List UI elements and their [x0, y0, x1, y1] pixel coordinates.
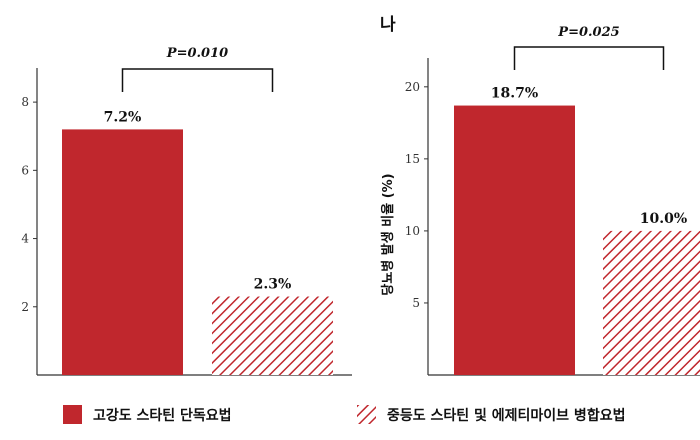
bar-combination	[603, 230, 700, 375]
y-tick-label: 2	[21, 300, 29, 314]
bar-data-label: 2.3%	[254, 277, 292, 293]
bar-monotherapy	[454, 105, 575, 376]
bar-data-label: 18.7%	[491, 86, 538, 102]
y-tick-label: 6	[21, 163, 29, 177]
legend-label: 고강도 스타틴 단독요법	[93, 407, 232, 424]
legend-swatch-monotherapy	[63, 405, 82, 424]
y-tick-label: 10	[405, 224, 420, 238]
y-tick-label: 20	[405, 80, 420, 94]
y-tick-label: 5	[412, 296, 420, 310]
bar-data-label: 10.0%	[640, 211, 687, 227]
bar-monotherapy	[62, 129, 183, 375]
legend-label: 중등도 스타틴 및 에제티마이브 병합요법	[387, 407, 625, 424]
legend: 고강도 스타틴 단독요법 중등도 스타틴 및 에제티마이브 병합요법	[63, 405, 625, 424]
y-axis-label: 당뇨병 발생 비율 (%)	[380, 173, 396, 295]
y-tick-label: 8	[21, 95, 29, 109]
chart-panel-1: 2 4 6 8 7.2% 2.3% P=0.010	[21, 46, 352, 376]
y-tick-label: 4	[21, 232, 29, 246]
p-value-label: P=0.025	[557, 25, 619, 40]
significance-bracket	[121, 68, 274, 92]
bar-combination	[212, 296, 333, 375]
legend-swatch-combination	[357, 405, 376, 424]
significance-bracket	[513, 46, 665, 70]
y-tick-label: 15	[405, 152, 420, 166]
panel-label: 나	[380, 15, 396, 35]
p-value-label: P=0.010	[166, 46, 228, 61]
bar-data-label: 7.2%	[104, 109, 142, 125]
